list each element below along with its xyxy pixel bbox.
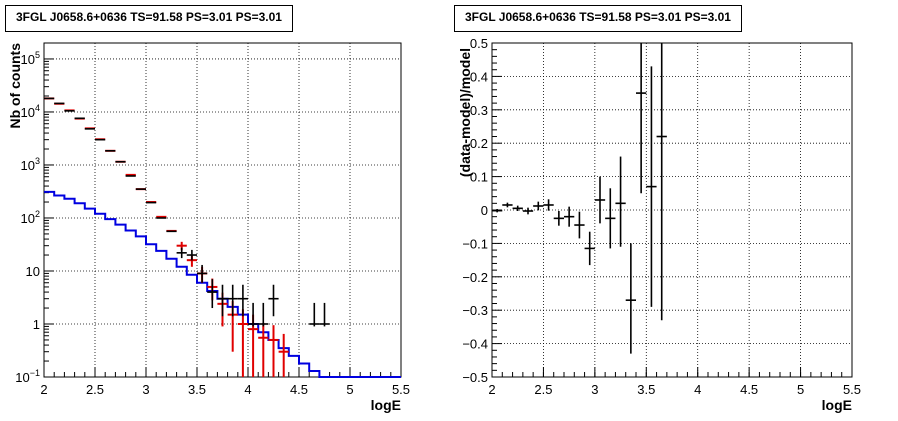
counts-histogram-panel: 2 2.5 3 3.5 4 4.5 5 5.5 10−1 1 10 102 103 104 105 logE N… [7, 42, 410, 413]
right-y-tick-label: 0.5 [470, 36, 488, 51]
right-y-tick-label: 0.3 [470, 103, 488, 118]
right-y-tick-label: −0.2 [462, 270, 488, 285]
right-y-tick-label: 0.2 [470, 136, 488, 151]
left-x-axis-label: logE [371, 397, 401, 413]
left-x-tick-label: 2 [40, 382, 47, 397]
right-y-tick-label: −0.5 [462, 370, 488, 385]
left-x-tick-label: 5.5 [392, 382, 410, 397]
left-x-tick-label: 5 [346, 382, 353, 397]
left-y-tick-label: 10−1 [15, 368, 40, 385]
right-x-tick-label: 4 [694, 382, 701, 397]
left-y-tick-label: 105 [21, 50, 40, 67]
left-x-tick-label: 3 [142, 382, 149, 397]
right-x-tick-label: 5 [797, 382, 804, 397]
left-x-tick-label: 2.5 [86, 382, 104, 397]
right-x-tick-label: 4.5 [740, 382, 758, 397]
right-x-tick-label: 5.5 [843, 382, 861, 397]
right-y-tick-label: −0.1 [462, 236, 488, 251]
right-y-tick-label: 0 [481, 203, 488, 218]
right-y-tick-label: 0.4 [470, 69, 488, 84]
right-x-tick-label: 3.5 [637, 382, 655, 397]
right-y-tick-label: −0.3 [462, 303, 488, 318]
left-y-axis-label: Nb of counts [7, 43, 23, 129]
left-y-tick-label: 102 [21, 209, 40, 226]
right-chart-title: 3FGL J0658.6+0636 TS=91.58 PS=3.01 PS=3.… [454, 5, 742, 32]
left-x-tick-label: 4 [244, 382, 251, 397]
left-chart-title: 3FGL J0658.6+0636 TS=91.58 PS=3.01 PS=3.… [5, 5, 293, 32]
left-y-tick-label: 104 [21, 103, 40, 120]
background-model-step-line [44, 190, 401, 378]
residuals-panel: 2 2.5 3 3.5 4 4.5 5 5.5 −0.5 −0.4 −0.3 −0.2 −0.1 0 0.1… [457, 36, 861, 413]
left-x-tick-label: 3.5 [188, 382, 206, 397]
left-plot-frame [43, 42, 402, 378]
right-y-tick-label: 0.1 [470, 170, 488, 185]
left-y-tick-label: 10 [26, 264, 40, 279]
right-x-tick-label: 2.5 [534, 382, 552, 397]
right-x-tick-label: 3 [591, 382, 598, 397]
left-y-tick-label: 103 [21, 156, 40, 173]
left-y-tick-label: 1 [33, 317, 40, 332]
right-y-tick-label: −0.4 [462, 337, 488, 352]
left-x-tick-label: 4.5 [290, 382, 308, 397]
right-x-axis-label: logE [822, 397, 852, 413]
right-x-tick-label: 2 [488, 382, 495, 397]
right-y-axis-label: (data-model)/model [457, 48, 473, 177]
